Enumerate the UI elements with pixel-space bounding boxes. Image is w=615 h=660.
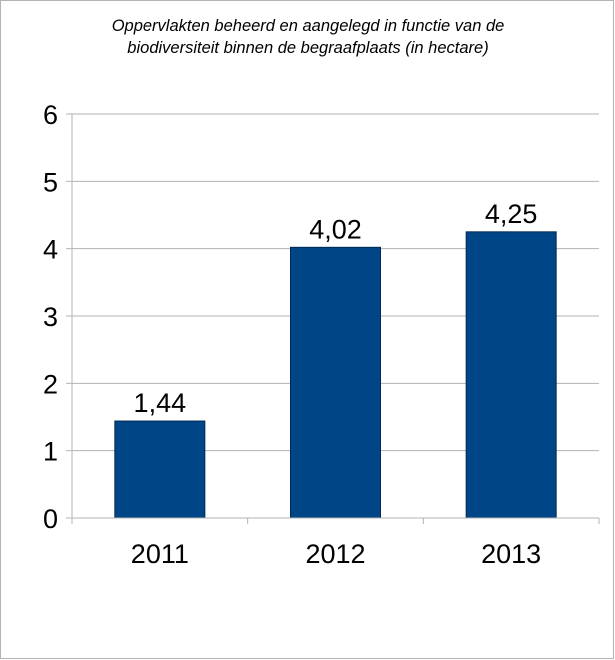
- x-tick-label-2011: 2011: [131, 539, 189, 569]
- y-tick-label-6: 6: [43, 100, 58, 130]
- bar-2011: [114, 420, 206, 519]
- data-label-2012: 4,02: [309, 214, 362, 244]
- data-label-2013: 4,25: [485, 199, 538, 229]
- y-tick-label-0: 0: [43, 504, 58, 534]
- axes: [66, 113, 600, 524]
- y-tick-label-4: 4: [43, 235, 58, 265]
- y-tick-label-5: 5: [43, 167, 58, 197]
- x-tick-label-2012: 2012: [305, 539, 365, 569]
- bar-2013: [465, 231, 557, 519]
- chart-title-line-2: biodiversiteit binnen de begraafplaats (…: [127, 39, 489, 57]
- x-tick-label-2013: 2013: [481, 539, 541, 569]
- y-tick-label-1: 1: [43, 437, 58, 467]
- chart-title: Oppervlakten beheerd en aangelegd in fun…: [1, 15, 615, 59]
- y-tick-label-3: 3: [43, 302, 58, 332]
- data-label-2011: 1,44: [134, 388, 187, 418]
- chart-title-line-1: Oppervlakten beheerd en aangelegd in fun…: [111, 17, 505, 35]
- bar-2012: [290, 246, 381, 519]
- bars: [114, 231, 557, 519]
- labels: 0 1 2 3 4 5 6 1,44 2011 4,02 2012 4,25 2013: [43, 100, 541, 569]
- y-tick-label-2: 2: [43, 369, 58, 399]
